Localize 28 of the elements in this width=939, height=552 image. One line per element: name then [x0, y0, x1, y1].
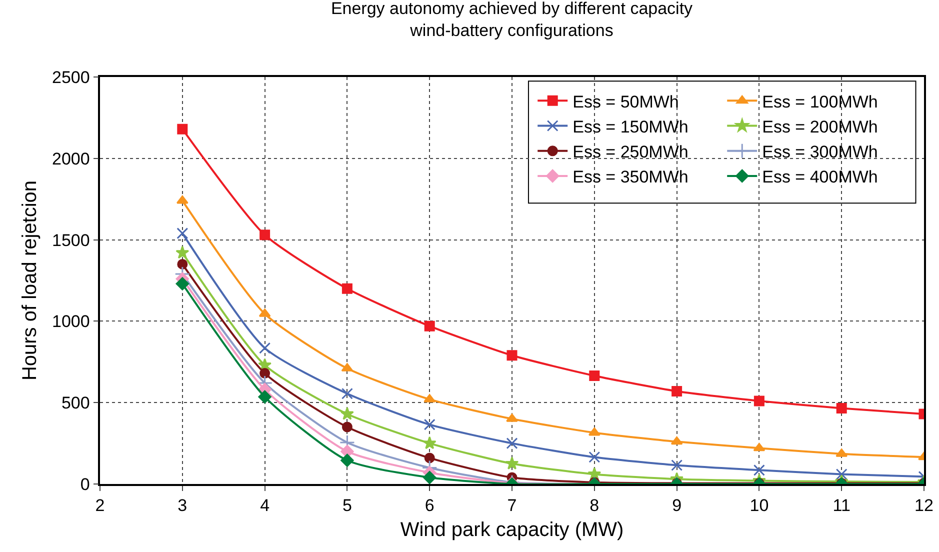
x-axis-title: Wind park capacity (MW)	[400, 519, 624, 542]
legend-label: Ess = 400MWh	[762, 168, 878, 187]
chart-title: Energy autonomy achieved by different capacity wind-battery configurations	[330, 0, 694, 40]
legend-label: Ess = 350MWh	[572, 168, 688, 187]
x-tick-label: 10	[750, 496, 769, 516]
y-tick-label: 1000	[52, 312, 90, 332]
y-tick-label: 500	[61, 394, 90, 413]
y-tick-label: 2000	[52, 149, 90, 168]
x-tick-label: 12	[914, 496, 934, 516]
legend-label: Ess = 200MWh	[762, 117, 878, 136]
legend-label: Ess = 150MWh	[572, 117, 688, 136]
x-tick-label: 2	[95, 496, 105, 516]
y-axis-title: Hours of load rejetcion	[19, 180, 42, 381]
legend-label: Ess = 300MWh	[762, 142, 878, 162]
x-tick-label: 5	[342, 496, 352, 516]
legend-label: Ess = 50MWh	[572, 92, 679, 112]
x-tick-label: 3	[178, 496, 188, 516]
x-tick-label: 4	[260, 496, 270, 516]
x-tick-label: 11	[832, 496, 850, 516]
x-tick-label: 9	[672, 496, 682, 516]
y-tick-label: 1500	[52, 230, 90, 250]
y-tick-label: 0	[80, 474, 90, 494]
legend-label: Ess = 100MWh	[762, 92, 878, 112]
x-tick-label: 8	[590, 496, 600, 516]
x-tick-label: 6	[424, 496, 434, 516]
x-tick-label: 7	[507, 496, 517, 516]
y-tick-label: 2500	[52, 68, 90, 87]
legend-label: Ess = 250MWh	[572, 142, 688, 162]
